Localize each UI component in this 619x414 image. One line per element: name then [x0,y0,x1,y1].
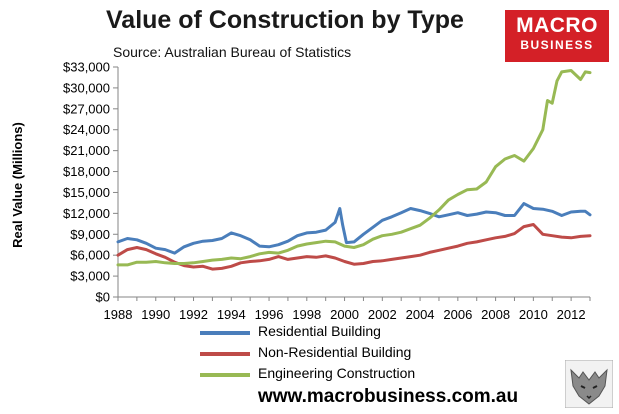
x-tick-label: 1996 [255,307,284,322]
x-tick-label: 1990 [141,307,170,322]
wolf-icon [565,360,613,408]
y-tick-label: $24,000 [63,122,110,137]
x-tick-label: 2010 [519,307,548,322]
x-tick-label: 1992 [179,307,208,322]
website-url: www.macrobusiness.com.au [258,386,519,407]
legend-label-engineering: Engineering Construction [258,365,416,381]
series-line-residential [116,202,592,255]
y-tick-label: $15,000 [63,185,110,200]
y-tick-label: $9,000 [70,227,110,242]
x-tick-label: 1994 [217,307,246,322]
x-tick-label: 2012 [557,307,586,322]
x-tick-label: 2008 [481,307,510,322]
x-tick-label: 2002 [368,307,397,322]
macrobusiness-logo: MACRO BUSINESS [505,10,609,62]
chart-subtitle: Source: Australian Bureau of Statistics [113,44,352,60]
series-line-engineering [116,69,592,267]
logo-text-bottom: BUSINESS [520,38,594,52]
y-tick-label: $30,000 [63,80,110,95]
logo-text-top: MACRO [516,14,598,37]
legend-swatch-residential [200,331,250,335]
legend-label-non-residential: Non-Residential Building [258,344,412,360]
chart-title: Value of Construction by Type [106,6,464,34]
legend-label-residential: Residential Building [258,323,381,339]
y-tick-label: $18,000 [63,164,110,179]
legend-swatch-non-residential [200,352,250,356]
legend-swatch-engineering [200,373,250,377]
x-tick-label: 2004 [406,307,435,322]
y-tick-label: $3,000 [70,269,110,284]
y-tick-label: $6,000 [70,248,110,263]
y-axis-label: Real Value (Millions) [10,122,25,248]
y-tick-label: $33,000 [63,60,110,75]
plot-area: $0 $3,000 $6,000 $9,000 $12,000 $15,000 $18,00… [63,60,592,322]
y-tick-label: $27,000 [63,101,110,116]
y-tick-label: $12,000 [63,206,110,221]
series-line-non-residential [116,223,592,271]
y-tick-label: $21,000 [63,143,110,158]
x-tick-label: 2000 [330,307,359,322]
x-tick-label: 2006 [443,307,472,322]
x-tick-label: 1998 [292,307,321,322]
x-tick-label: 1988 [104,307,133,322]
y-tick-label: $0 [96,290,110,305]
